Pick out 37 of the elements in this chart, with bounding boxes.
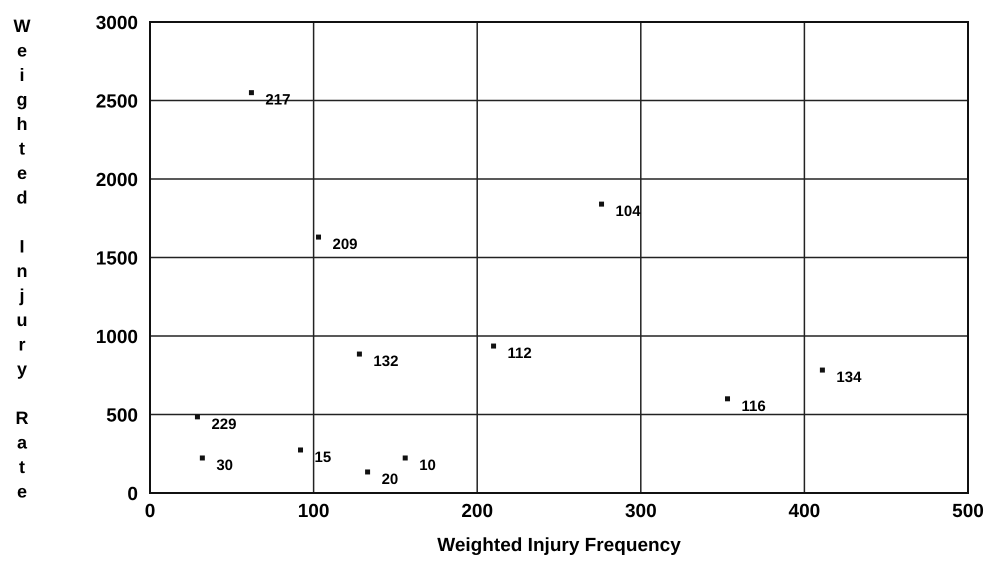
annotation: 20 [382, 470, 398, 488]
annotation: 209 [332, 236, 358, 254]
point [194, 414, 200, 420]
point [365, 469, 370, 474]
point [316, 234, 322, 240]
y-tick-label: 0 [127, 484, 138, 505]
point [356, 352, 362, 357]
point [200, 455, 205, 460]
annotation: 229 [211, 416, 236, 433]
annotation: 132 [373, 353, 398, 370]
annotation: 30 [216, 456, 234, 474]
y-tick-label: 500 [106, 406, 138, 426]
y-tick-label: 1000 [96, 327, 138, 348]
text: Weighted Injury Rate [14, 16, 30, 502]
point [248, 90, 254, 96]
point [820, 368, 825, 373]
annotation: 134 [836, 369, 862, 386]
x-tick-label: 100 [298, 501, 330, 522]
point [298, 447, 304, 452]
point [599, 202, 604, 207]
y-tick-label: 1500 [96, 248, 138, 270]
y-tick-label: 2500 [96, 92, 138, 112]
x-tick-label: 0 [144, 501, 156, 522]
annotation: 116 [742, 398, 766, 415]
point [491, 344, 496, 349]
x-tick-label: 400 [788, 501, 820, 522]
x-tick-label: 500 [952, 501, 984, 522]
annotation: 112 [508, 345, 532, 362]
annotation: 15 [314, 448, 332, 466]
x-tick-label: 300 [624, 501, 657, 522]
x-axis-title: Weighted Injury Frequency [437, 535, 682, 556]
y-tick-label: 3000 [96, 13, 138, 34]
point [402, 455, 408, 460]
annotation: 10 [419, 456, 436, 474]
x-tick-label: 200 [461, 501, 494, 522]
point [725, 396, 730, 402]
y-tick-label: 2000 [96, 170, 138, 191]
